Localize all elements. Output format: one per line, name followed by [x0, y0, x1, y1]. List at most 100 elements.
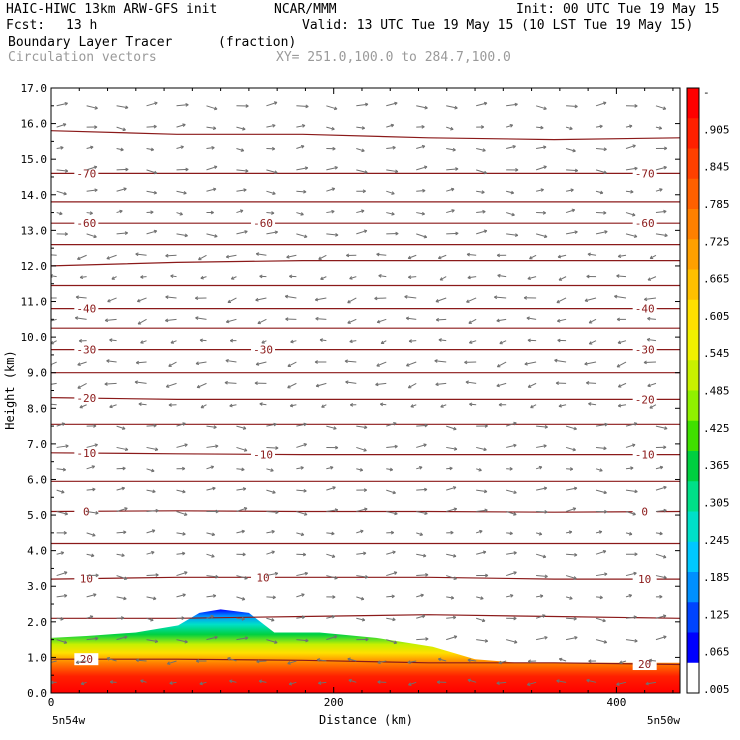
vector-arrow	[77, 254, 87, 261]
vector-arrow	[296, 166, 309, 171]
vector-arrow	[170, 274, 177, 278]
colorbar-label: -	[703, 86, 710, 99]
vector-arrow	[146, 423, 157, 428]
vector-arrow	[86, 233, 97, 239]
vector-arrow	[176, 190, 187, 195]
vector-arrow	[416, 423, 428, 428]
vector-arrow	[565, 208, 576, 214]
vector-arrow	[326, 187, 336, 192]
vector-arrow	[616, 361, 627, 368]
vector-arrow	[206, 614, 214, 619]
vector-arrow	[206, 574, 219, 579]
vector-arrow	[506, 551, 517, 555]
vector-arrow	[116, 596, 127, 601]
vector-arrow	[535, 105, 547, 111]
vector-arrow	[236, 529, 245, 534]
colorbar-label: .065	[703, 646, 730, 659]
vector-arrow	[625, 189, 634, 194]
vector-arrow	[86, 145, 94, 150]
vector-arrow	[565, 230, 578, 235]
vector-arrow	[326, 635, 338, 641]
vector-arrow	[206, 444, 219, 449]
vector-arrow	[176, 489, 186, 494]
vector-arrow	[356, 596, 365, 601]
vector-arrow	[286, 254, 297, 259]
vector-arrow	[557, 254, 567, 259]
vector-arrow	[416, 144, 426, 149]
vector-arrow	[261, 340, 267, 344]
vector-arrow	[588, 318, 597, 324]
vector-arrow	[266, 510, 279, 515]
y-tick-label: 0.0	[27, 687, 47, 700]
vector-arrow	[446, 615, 457, 620]
vector-arrow	[595, 489, 607, 495]
vector-arrow	[356, 425, 368, 430]
vector-arrow	[435, 382, 447, 387]
vector-arrow	[437, 657, 447, 662]
vector-arrow	[535, 233, 548, 239]
vector-arrow	[446, 147, 456, 152]
vector-arrow	[176, 233, 188, 238]
vector-arrow	[647, 316, 657, 321]
vector-arrow	[56, 593, 68, 598]
field-units: (fraction)	[218, 35, 297, 50]
vector-arrow	[558, 657, 567, 662]
contour-label: 10	[80, 573, 93, 586]
vector-arrow	[116, 530, 127, 535]
vector-arrow	[289, 274, 297, 279]
vector-arrow	[111, 276, 117, 280]
vector-arrow	[266, 529, 275, 534]
vector-arrow	[255, 252, 267, 256]
vector-arrow	[625, 144, 636, 149]
vector-arrow	[356, 189, 366, 194]
vector-arrow	[506, 531, 513, 536]
contour-label-bg	[74, 392, 99, 405]
vector-arrow	[446, 486, 457, 491]
vector-arrow	[51, 254, 57, 256]
vector-arrow	[588, 402, 597, 406]
vector-arrow	[416, 637, 429, 641]
contour-line	[51, 614, 680, 619]
vector-arrow	[647, 276, 657, 281]
vector-arrow	[169, 681, 177, 685]
vector-arrow	[416, 511, 428, 516]
vector-arrow	[289, 403, 297, 408]
vector-arrow	[109, 680, 117, 684]
vector-arrow	[236, 507, 248, 512]
colorbar-label: .425	[703, 422, 730, 435]
vector-arrow	[655, 105, 667, 111]
colorbar-swatch	[687, 360, 699, 391]
colorbar-label: .005	[703, 683, 730, 696]
vector-arrow	[266, 422, 277, 427]
vector-arrow	[596, 509, 608, 514]
vector-arrow	[326, 508, 339, 512]
vector-arrow	[356, 148, 365, 153]
vector-arrow	[536, 145, 547, 150]
vector-arrow	[386, 190, 395, 195]
vector-arrow	[56, 489, 65, 494]
colorbar-label: .785	[703, 198, 730, 211]
vector-arrow	[195, 316, 207, 320]
colorbar-label: .305	[703, 496, 730, 509]
vector-arrow	[595, 572, 608, 577]
vector-arrow	[236, 596, 246, 601]
vector-arrow	[146, 124, 157, 129]
y-tick-label: 6.0	[27, 473, 47, 486]
vector-arrow	[56, 467, 67, 472]
vector-arrow	[206, 635, 218, 641]
vector-arrow	[565, 148, 576, 153]
vector-arrow	[236, 104, 249, 108]
vector-arrow	[619, 660, 627, 665]
vector-arrow	[135, 252, 147, 257]
contour-label-bg	[632, 343, 657, 356]
vector-arrow	[206, 233, 218, 238]
vector-arrow	[356, 446, 367, 452]
vector-arrow	[56, 422, 66, 427]
colorbar-frame	[686, 87, 700, 694]
vector-arrow	[527, 338, 537, 343]
vector-arrow	[266, 639, 278, 644]
vector-arrow	[284, 294, 297, 299]
vector-arrow	[595, 446, 607, 451]
vector-arrow	[434, 359, 447, 363]
vector-arrow	[416, 211, 425, 216]
